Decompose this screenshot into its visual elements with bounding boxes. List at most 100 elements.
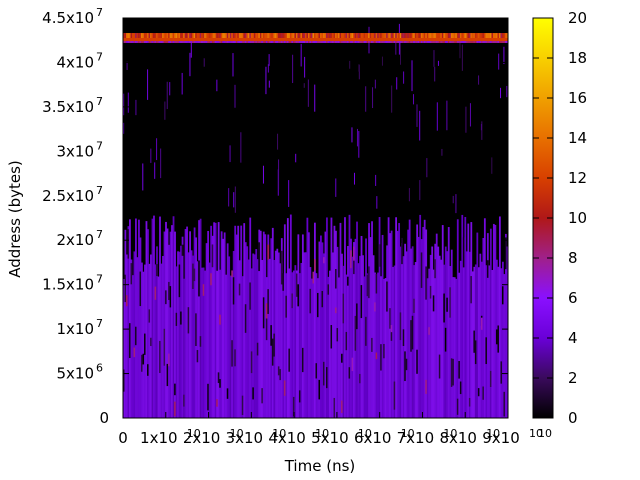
heat-cell [147,69,149,100]
heat-cell [231,33,233,38]
heat-cell [416,41,418,43]
x-tick-exponent: 10 [486,427,500,440]
heat-cell [399,41,402,43]
heat-cell [124,33,127,38]
heat-cell [165,41,167,43]
heat-cell [476,232,479,418]
heat-cell [372,41,375,43]
heat-cell [256,33,259,38]
heat-cell [216,41,218,43]
heat-cell [178,264,181,298]
heat-cell [231,270,233,278]
heat-cell [420,33,423,38]
heat-cell [358,131,360,158]
heat-cell [374,302,376,312]
heat-cell [229,145,231,163]
heat-cell [285,295,288,318]
heat-cell [432,41,435,43]
heat-cell [449,33,452,38]
heat-cell [142,33,145,38]
heat-cell [181,72,183,95]
heat-cell [420,252,423,288]
heat-cell [485,33,488,38]
heat-cell [127,33,130,38]
heat-cell [177,41,179,43]
heat-cell [168,353,170,367]
heat-cell [335,230,337,418]
heat-cell [307,33,310,38]
heat-cell [342,33,345,38]
heat-cell [252,33,255,38]
heat-cell [189,41,191,43]
heat-cell [438,33,441,38]
heat-cell [190,33,193,38]
heat-cell [384,33,387,38]
heat-cell [342,293,345,324]
heat-cell [447,41,450,43]
plot-frame [122,17,509,419]
heat-cell [144,333,146,355]
heat-cell [295,33,298,38]
heat-cell [304,41,307,43]
heat-cell [129,323,131,359]
heat-cell [303,41,306,43]
heat-cell [321,41,324,43]
heat-cell [341,400,343,414]
heat-cell [347,41,349,43]
heat-cell [223,33,226,38]
heat-cell [123,278,125,418]
heat-cell [177,251,179,418]
heat-cell [470,41,473,43]
heat-cell [374,41,376,43]
x-tick-label: 1x10 [140,429,178,447]
heat-cell [126,41,128,43]
heat-cell [471,41,474,43]
heat-cell [381,41,384,43]
heat-cell [492,33,495,38]
heat-cell [378,41,381,43]
heat-cell [369,237,372,418]
heat-cell [393,41,396,43]
heat-cell [327,41,330,43]
heat-cell [174,383,176,396]
heat-cell [310,41,313,43]
heat-cell [267,41,270,43]
heat-cell [184,41,187,43]
heat-cell [314,222,316,418]
heat-cell [420,41,423,43]
heat-cell [423,219,426,418]
heat-cell [187,307,190,334]
heat-cell [371,33,373,38]
heat-cell [391,85,393,113]
heat-cell [312,276,315,418]
heat-cell [280,41,283,43]
heat-cell [181,41,184,43]
heat-cell [459,41,462,43]
heat-cell [425,266,428,300]
heat-cell [318,33,321,38]
heat-cell [147,229,149,418]
heat-cell [165,290,167,305]
heat-cell [256,259,259,418]
heat-cell [262,297,265,329]
heat-cell [291,41,294,43]
heat-cell [267,64,269,73]
heat-cell [377,272,379,418]
heat-cell [419,214,422,418]
heat-cell [211,235,214,418]
heat-cell [172,41,175,43]
heat-cell [480,41,483,43]
heat-cell [166,41,169,43]
heat-cell [232,277,235,305]
heat-cell [123,122,125,134]
heat-cell [156,264,158,277]
heat-cell [383,41,385,43]
heat-cell [312,41,315,43]
heat-cell [491,33,494,38]
heat-cell [234,186,236,213]
heat-cell [449,287,452,318]
heat-cell [411,60,413,92]
heat-cell [413,298,416,313]
heat-cell [468,33,471,38]
heat-cell [335,41,337,43]
